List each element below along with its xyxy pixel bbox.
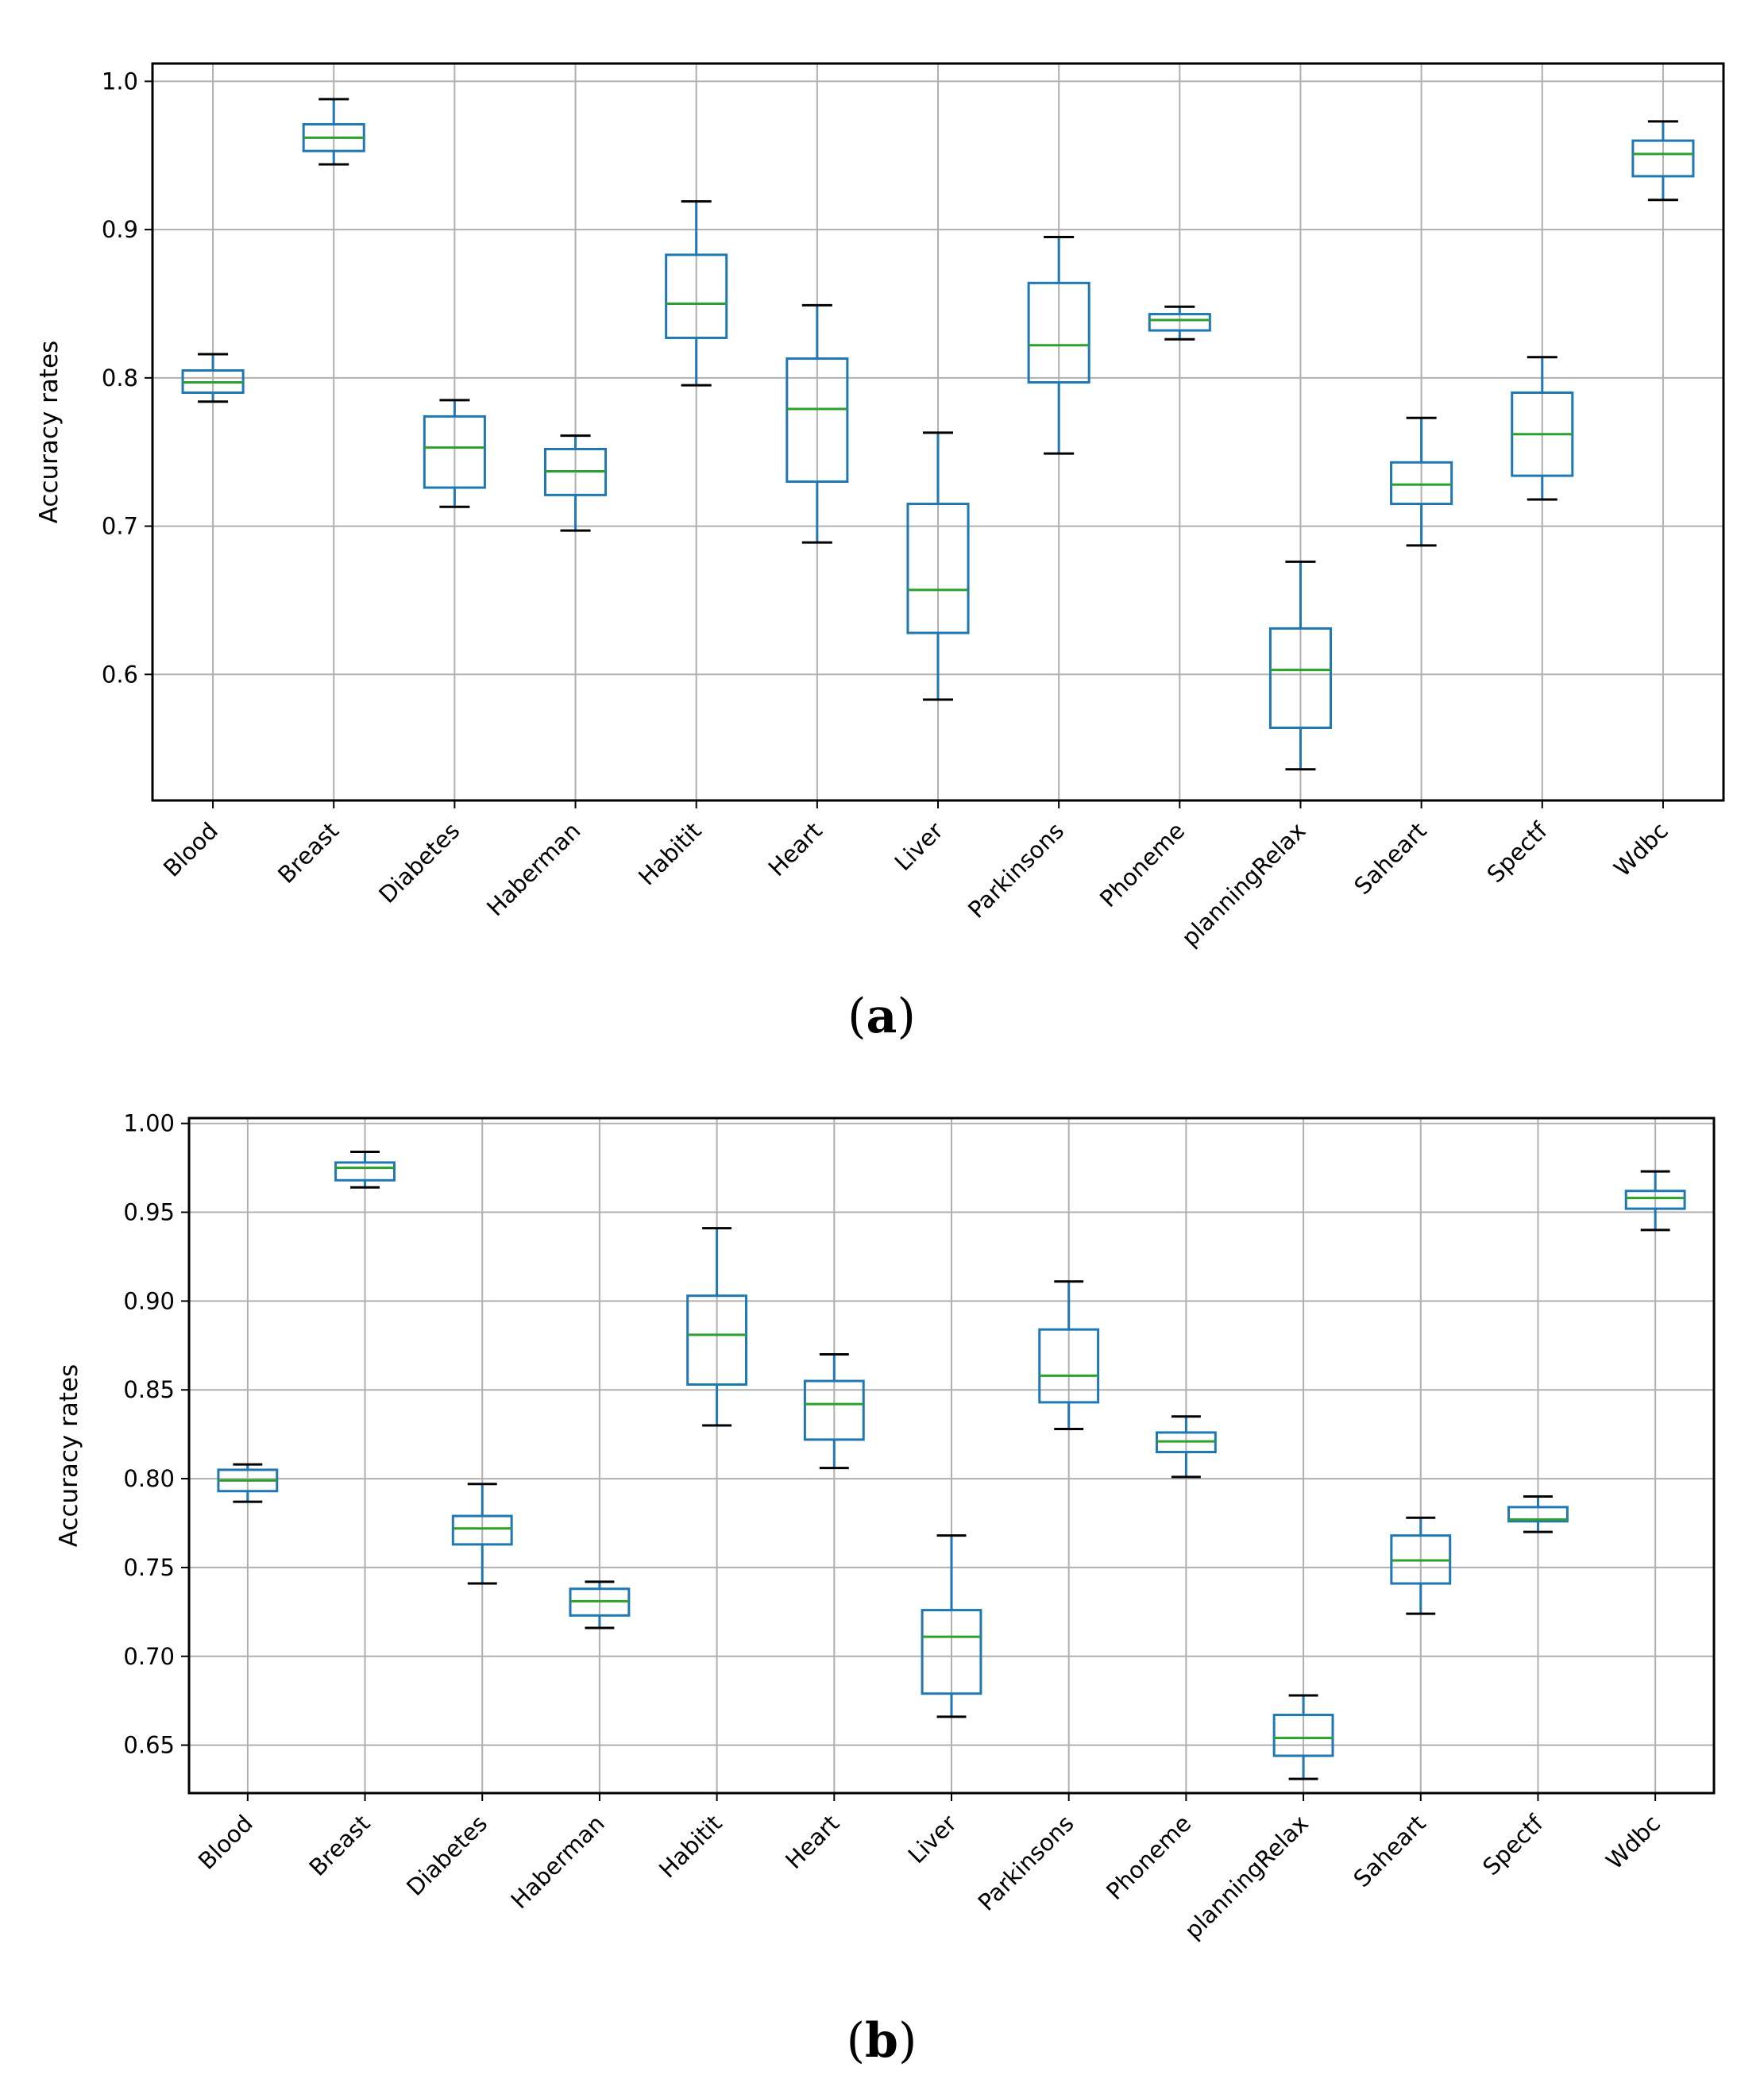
box-saheart: [1390, 416, 1453, 547]
iqr-box: [451, 1514, 513, 1546]
box-parkinsons: [1038, 1280, 1100, 1430]
box-diabetes: [451, 1483, 513, 1585]
y-tick-label: 0.65: [123, 1732, 175, 1759]
x-tick-label: Breast: [303, 1810, 375, 1881]
x-tick-label: Habitit: [654, 1810, 728, 1884]
y-axis-label: Accuracy rates: [55, 1364, 83, 1548]
iqr-box: [921, 1609, 982, 1695]
iqr-box: [665, 253, 728, 339]
panel-b: 0.65 0.70 0.75 0.80 0.85 0.90 0.95 1.00 Blood Bre…: [55, 1110, 1716, 2069]
box-diabetes: [423, 399, 486, 508]
y-tick-label: 0.6: [102, 661, 138, 688]
iqr-box: [906, 503, 970, 634]
x-tick-label: Haberman: [506, 1810, 610, 1914]
box-planningrelax: [1272, 1694, 1334, 1780]
box-liver: [906, 431, 970, 701]
iqr-box: [1027, 281, 1090, 384]
box-heart: [786, 303, 849, 544]
iqr-box: [334, 1161, 396, 1182]
x-tick-label: Saheart: [1349, 817, 1431, 900]
box-parkinsons: [1027, 235, 1090, 455]
y-axis-label: Accuracy rates: [35, 341, 64, 524]
box-saheart: [1390, 1516, 1452, 1615]
box-blood: [181, 353, 245, 403]
x-tick-label: Diabetes: [373, 817, 465, 908]
x-tick-label: Parkinsons: [963, 817, 1069, 924]
iqr-box: [786, 357, 849, 484]
iqr-box: [1631, 139, 1695, 178]
iqr-box: [1507, 1506, 1569, 1523]
box-haberman: [569, 1580, 631, 1630]
box-habitit: [665, 200, 728, 387]
panel-letter: b: [865, 2013, 898, 2069]
box-phoneme: [1155, 1415, 1217, 1479]
iqr-box: [686, 1294, 748, 1387]
iqr-box: [803, 1379, 865, 1441]
panel-caption: (b): [847, 2013, 917, 2069]
x-tick-label: Wdbc: [1600, 1810, 1666, 1875]
y-tick-label: 0.75: [123, 1554, 175, 1581]
x-tick-label: planningRelax: [1176, 817, 1310, 951]
y-tick-label: 0.90: [123, 1287, 175, 1314]
x-tick-label: Saheart: [1348, 1810, 1430, 1892]
y-tick-label: 0.85: [123, 1376, 175, 1403]
x-tick-label: Phoneme: [1094, 817, 1190, 912]
x-tick-label: Haberman: [481, 817, 585, 921]
iqr-box: [1148, 313, 1211, 332]
box-haberman: [544, 434, 608, 532]
box-spectf: [1511, 356, 1574, 501]
box-phoneme: [1148, 305, 1211, 341]
box-habitit: [686, 1227, 748, 1427]
x-tick-label: Spectf: [1481, 816, 1553, 888]
x-tick-label: planningRelax: [1179, 1810, 1314, 1944]
x-tick-label: Parkinsons: [973, 1810, 1079, 1916]
x-tick-label: Diabetes: [401, 1810, 492, 1901]
y-tick-label: 0.70: [123, 1643, 175, 1670]
iqr-box: [1390, 461, 1453, 506]
box-planningrelax: [1268, 560, 1333, 771]
box-heart: [803, 1353, 865, 1470]
box-wdbc: [1631, 120, 1695, 202]
x-tick-label: Heart: [763, 817, 828, 881]
panel-caption: (a): [847, 989, 916, 1044]
x-tick-label: Breast: [272, 817, 344, 889]
x-tick-label: Heart: [780, 1810, 844, 1874]
y-tick-label: 0.80: [123, 1465, 175, 1492]
iqr-box: [1038, 1328, 1100, 1404]
iqr-box: [1624, 1190, 1686, 1210]
iqr-box: [423, 415, 486, 489]
x-tick-label: Wdbc: [1608, 817, 1673, 882]
y-tick-label: 0.9: [102, 216, 138, 243]
x-tick-label: Blood: [193, 1810, 258, 1875]
box-breast: [302, 98, 365, 166]
x-tick-label: Liver: [903, 1810, 962, 1869]
box-liver: [921, 1534, 982, 1718]
box-breast: [334, 1151, 396, 1189]
y-tick-label: 0.95: [123, 1199, 175, 1226]
x-tick-label: Liver: [890, 817, 948, 876]
box-wdbc: [1624, 1170, 1686, 1232]
x-tick-label: Spectf: [1477, 1809, 1549, 1880]
iqr-box: [1272, 1714, 1334, 1757]
x-tick-label: Habitit: [633, 817, 707, 891]
panel-a: 0.6 0.7 0.8 0.9 1.0 Blood Breast Diabetes Haberm…: [35, 62, 1725, 1044]
box-blood: [217, 1463, 279, 1503]
x-tick-label: Phoneme: [1101, 1810, 1196, 1905]
panel-letter: a: [867, 989, 897, 1044]
y-tick-label: 0.7: [102, 513, 138, 540]
y-tick-label: 1.00: [123, 1110, 175, 1137]
x-tick-label: Blood: [158, 817, 223, 882]
y-tick-label: 1.0: [102, 67, 138, 94]
box-spectf: [1507, 1495, 1569, 1533]
y-tick-label: 0.8: [102, 364, 138, 391]
iqr-box: [1268, 627, 1333, 730]
